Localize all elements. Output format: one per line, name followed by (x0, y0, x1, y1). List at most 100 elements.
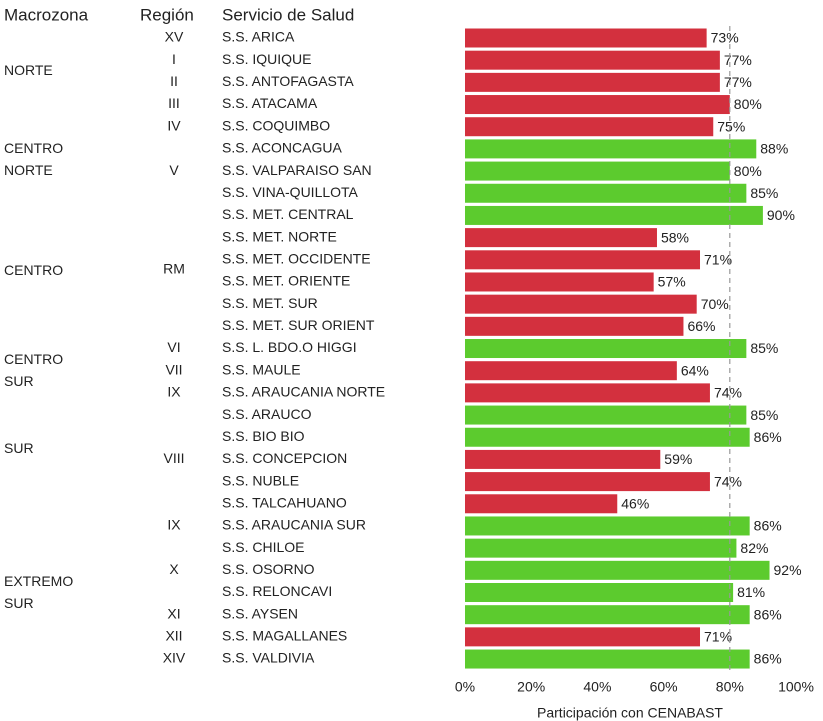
service-label: S.S. MET. OCCIDENTE (222, 251, 371, 267)
bar (465, 28, 707, 48)
bar (465, 250, 701, 270)
macrozona-label: NORTE (4, 62, 53, 79)
service-label: S.S. COQUIMBO (222, 117, 330, 133)
service-label: S.S. ARAUCANIA SUR (222, 517, 366, 533)
header: Macrozona (4, 5, 89, 24)
service-label: S.S. RELONCAVI (222, 583, 332, 599)
bar (465, 516, 750, 536)
service-label: S.S. IQUIQUE (222, 51, 311, 67)
service-label: S.S. MET. SUR ORIENT (222, 317, 375, 333)
region-label: X (169, 561, 179, 577)
bar (465, 339, 747, 359)
value-label: 77% (724, 74, 752, 90)
service-label: S.S. ANTOFAGASTA (222, 73, 354, 89)
macrozona-label: CENTRO (4, 261, 64, 278)
value-label: 70% (701, 296, 729, 312)
bar (465, 316, 684, 336)
value-label: 90% (767, 207, 795, 223)
bar (465, 472, 710, 492)
x-tick-label: 40% (583, 679, 611, 695)
value-label: 86% (754, 429, 782, 445)
value-label: 82% (740, 540, 768, 556)
x-tick-label: 0% (455, 679, 475, 695)
bar (465, 294, 697, 314)
macrozona-label: CENTRO NORTE (4, 139, 64, 178)
value-label: 85% (750, 340, 778, 356)
value-label: 74% (714, 473, 742, 489)
value-label: 59% (664, 451, 692, 467)
region-label: III (168, 95, 180, 111)
macrozona-label: CENTRO SUR (4, 350, 64, 389)
region-label: II (170, 73, 178, 89)
service-label: S.S. ARAUCANIA NORTE (222, 384, 385, 400)
region-label: XII (165, 628, 182, 644)
service-label: S.S. CONCEPCION (222, 450, 347, 466)
bar (465, 383, 710, 403)
service-label: S.S. MET. NORTE (222, 228, 337, 244)
region-label: XIV (163, 650, 186, 666)
region-label: IX (167, 384, 181, 400)
bar (465, 228, 657, 248)
bar (465, 161, 730, 181)
bar (465, 627, 701, 647)
service-label: S.S. VINA-QUILLOTA (222, 184, 359, 200)
bar (465, 605, 750, 625)
service-label: S.S. MET. ORIENTE (222, 273, 350, 289)
bar (465, 72, 720, 92)
header: Servicio de Salud (222, 5, 354, 24)
value-label: 85% (750, 185, 778, 201)
bar (465, 649, 750, 669)
region-label: XI (167, 605, 180, 621)
bar (465, 405, 747, 425)
value-label: 86% (754, 651, 782, 667)
service-label: S.S. MET. CENTRAL (222, 206, 354, 222)
x-tick-label: 80% (716, 679, 744, 695)
bar (465, 361, 677, 381)
region-label: IV (167, 117, 181, 133)
bar (465, 205, 763, 225)
service-label: S.S. L. BDO.O HIGGI (222, 339, 357, 355)
bar (465, 272, 654, 292)
bar (465, 583, 734, 602)
bar (465, 560, 770, 580)
value-label: 73% (711, 30, 739, 46)
service-label: S.S. TALCAHUANO (222, 494, 347, 510)
bar (465, 538, 737, 558)
value-label: 71% (704, 629, 732, 645)
value-label: 64% (681, 362, 709, 378)
value-label: 46% (621, 495, 649, 511)
region-label: XV (165, 29, 184, 45)
bar (465, 95, 730, 115)
service-label: S.S. ARAUCO (222, 406, 312, 422)
value-label: 80% (734, 96, 762, 112)
value-label: 74% (714, 385, 742, 401)
value-label: 86% (754, 606, 782, 622)
value-label: 77% (724, 52, 752, 68)
service-label: S.S. AYSEN (222, 605, 298, 621)
x-tick-label: 60% (650, 679, 678, 695)
value-label: 75% (717, 118, 745, 134)
service-label: S.S. OSORNO (222, 561, 315, 577)
value-label: 58% (661, 229, 689, 245)
x-tick-label: 20% (517, 679, 545, 695)
service-label: S.S. ACONCAGUA (222, 140, 342, 156)
bar (465, 449, 661, 469)
service-label: S.S. MAULE (222, 361, 301, 377)
service-label: S.S. MET. SUR (222, 295, 318, 311)
region-label: V (169, 162, 179, 178)
value-label: 85% (750, 407, 778, 423)
service-label: S.S. ARICA (222, 29, 295, 45)
value-label: 88% (760, 141, 788, 157)
bar (465, 183, 747, 203)
service-label: S.S. MAGALLANES (222, 628, 347, 644)
value-label: 81% (737, 584, 765, 600)
value-label: 80% (734, 163, 762, 179)
bar (465, 50, 720, 70)
region-label: IX (167, 517, 181, 533)
service-label: S.S. ATACAMA (222, 95, 318, 111)
bar (465, 117, 714, 137)
region-label: VI (167, 339, 180, 355)
service-label: S.S. VALDIVIA (222, 650, 315, 666)
